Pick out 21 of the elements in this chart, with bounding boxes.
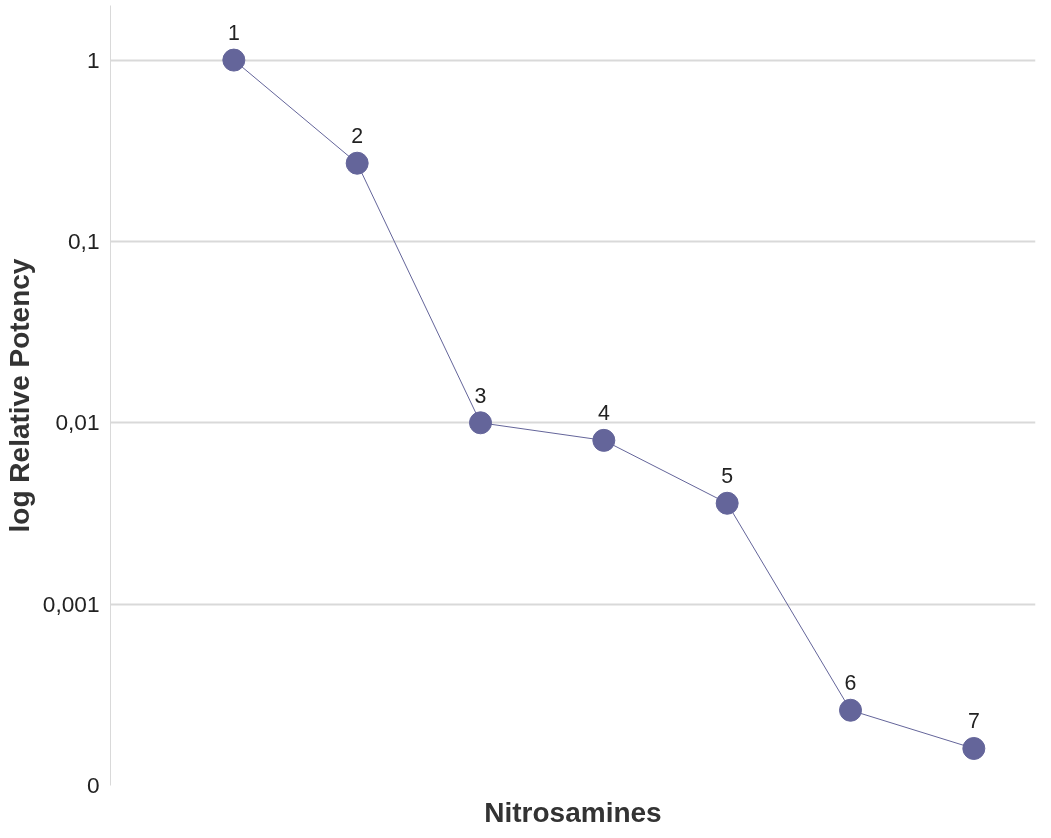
point xyxy=(469,411,492,435)
y-tick-label: 1 xyxy=(86,46,100,73)
point xyxy=(222,48,246,72)
y-axis-title: log Relative Potency xyxy=(3,258,35,533)
y-tick-label: 0,1 xyxy=(68,227,100,254)
y-tick-label: 0 xyxy=(86,772,100,798)
point xyxy=(962,737,986,760)
point xyxy=(345,151,369,175)
annotation: 4 xyxy=(597,401,610,426)
y-tick-label: 0,01 xyxy=(55,409,100,436)
annotation: 3 xyxy=(474,383,487,408)
annotation: 7 xyxy=(967,709,980,734)
point xyxy=(592,428,616,452)
annotation: 2 xyxy=(351,124,364,149)
point xyxy=(715,491,739,515)
annotation: 1 xyxy=(227,21,240,46)
annotation: 5 xyxy=(721,464,734,489)
y-tick-label: 0,001 xyxy=(42,590,100,617)
point xyxy=(839,698,862,722)
annotation: 6 xyxy=(844,671,857,696)
x-axis-title: Nitrosamines xyxy=(484,796,662,828)
